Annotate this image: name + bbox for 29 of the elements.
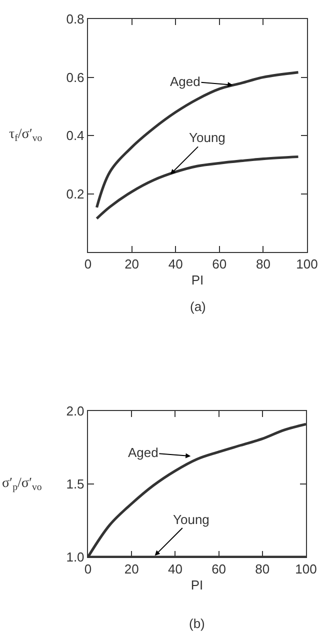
y-tick-label: 0.8 — [66, 12, 84, 27]
x-tick-label: 40 — [168, 562, 182, 577]
y-axis-title: τ$_{f}$/σ′$_{vo}$ — [9, 127, 42, 144]
y-tick-label: 0.6 — [66, 70, 84, 85]
x-axis-title: PI — [191, 272, 204, 288]
y-tick-label: 1.0 — [66, 550, 84, 565]
x-tick-label: 0 — [84, 256, 92, 272]
x-tick-label: 100 — [295, 562, 317, 577]
x-tick-label: 20 — [124, 256, 140, 272]
text: (a) — [190, 299, 206, 314]
x-tick-label: 60 — [212, 562, 226, 577]
annotation: Young — [173, 512, 210, 527]
y-tick-label: 1.5 — [66, 476, 84, 492]
x-axis-title: PI — [190, 577, 204, 592]
x-tick-label: 60 — [212, 256, 227, 272]
y-tick-label: 0.4 — [66, 128, 84, 144]
x-tick-label: 40 — [168, 256, 183, 272]
annotation: Aged — [170, 74, 200, 89]
x-tick-label: 100 — [296, 256, 318, 272]
text: (b) — [189, 616, 205, 631]
x-tick-label: 80 — [255, 562, 270, 577]
annotation: Aged — [128, 445, 158, 460]
y-tick-label: 2.0 — [66, 404, 84, 419]
annotation: Young — [189, 130, 226, 145]
y-tick-label: 0.2 — [66, 186, 84, 202]
x-tick-label: 0 — [84, 562, 92, 577]
y-axis-title: σ′$_{p}$/σ′$_{vo}$ — [2, 476, 42, 493]
x-tick-label: 20 — [124, 562, 139, 577]
x-tick-label: 80 — [256, 256, 270, 272]
